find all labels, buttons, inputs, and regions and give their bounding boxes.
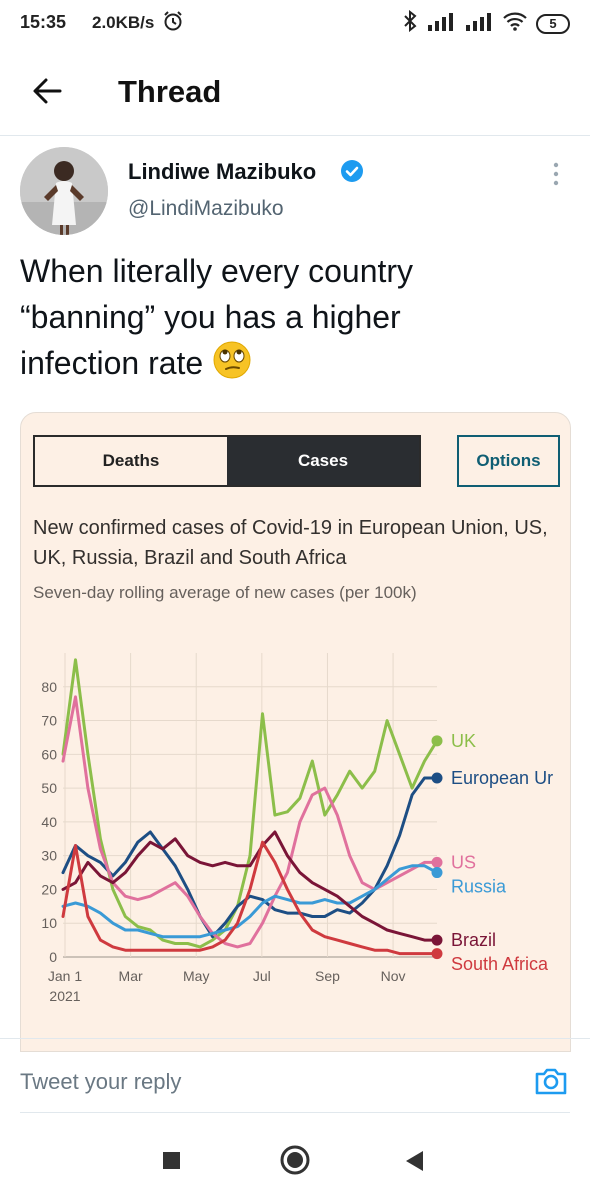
- series-label: UK: [451, 731, 476, 751]
- tab-cases[interactable]: Cases: [227, 437, 419, 485]
- battery-icon: 5: [536, 13, 570, 34]
- tweet-text: When literally every country “banning” y…: [20, 248, 570, 386]
- tweet-text-line: When literally every country: [20, 253, 414, 289]
- series-label: US: [451, 852, 476, 872]
- x-tick-label: May: [183, 968, 209, 984]
- x-tick-label: Mar: [119, 968, 143, 984]
- camera-icon[interactable]: [533, 1063, 569, 1099]
- y-tick-label: 70: [41, 713, 57, 729]
- tab-deaths[interactable]: Deaths: [35, 437, 227, 485]
- options-button[interactable]: Options: [457, 435, 560, 487]
- network-speed: 2.0KB/s: [92, 13, 155, 32]
- signal-icon-2: [464, 11, 494, 36]
- x-tick-label: Jul: [253, 968, 271, 984]
- x-tick-label: Jan 1: [48, 968, 82, 984]
- avatar[interactable]: [20, 147, 108, 235]
- wifi-icon: [502, 11, 528, 36]
- back-triangle-icon[interactable]: [403, 1149, 425, 1173]
- status-time: 15:35: [20, 12, 67, 32]
- more-options-icon[interactable]: [548, 159, 564, 189]
- x-tick-label: Sep: [315, 968, 340, 984]
- tweet-text-line: “banning” you has a higher: [20, 299, 401, 335]
- x-tick-sublabel: 2021: [49, 988, 80, 1004]
- series-label: South Africa: [451, 954, 549, 974]
- page-title: Thread: [118, 74, 222, 109]
- series-end-point: [431, 867, 443, 879]
- verified-badge-icon: [340, 159, 364, 183]
- series-label: Brazil: [451, 930, 496, 950]
- tweet-text-line-3: infection rate: [20, 340, 570, 386]
- series-line-brazil: [61, 830, 439, 942]
- home-button[interactable]: [279, 1144, 311, 1176]
- author-handle[interactable]: @LindiMazibuko: [128, 197, 284, 220]
- eye-roll-emoji-icon: [212, 340, 252, 380]
- y-tick-label: 20: [41, 881, 57, 897]
- y-tick-label: 50: [41, 780, 57, 796]
- metric-toggle: Deaths Cases: [33, 435, 421, 487]
- series-end-point: [431, 772, 443, 784]
- series-label: Russia: [451, 876, 507, 896]
- tweet-author: Lindiwe Mazibuko @LindiMazibuko: [0, 137, 590, 247]
- back-arrow-icon[interactable]: [30, 74, 64, 108]
- series-line-south-africa: [61, 840, 439, 956]
- series-end-point: [431, 856, 443, 868]
- y-tick-label: 10: [41, 915, 57, 931]
- y-tick-label: 0: [49, 949, 57, 965]
- series-label: European Ur: [451, 768, 553, 788]
- signal-icon-1: [426, 11, 456, 36]
- tweet-text-line: infection rate: [20, 345, 204, 381]
- y-tick-label: 30: [41, 848, 57, 864]
- battery-level: 5: [549, 16, 557, 31]
- chart-subtitle: Seven-day rolling average of new cases (…: [33, 583, 417, 602]
- x-tick-label: Nov: [381, 968, 406, 984]
- cases-line-chart: 0 10 20 30 40 50 60 70 80 Jan 1 Mar May Jul Sep Nov 202…: [41, 653, 553, 1004]
- system-nav-bar: [0, 1122, 590, 1200]
- y-tick-label: 80: [41, 679, 57, 695]
- series-end-point: [431, 948, 443, 960]
- alarm-icon: [162, 10, 184, 37]
- chart-title: New confirmed cases of Covid-19 in Europ…: [33, 517, 548, 569]
- recents-button[interactable]: [163, 1152, 180, 1169]
- series-end-point: [431, 735, 443, 747]
- divider: [20, 1112, 570, 1113]
- series-line-uk: [61, 658, 439, 949]
- author-name[interactable]: Lindiwe Mazibuko: [128, 159, 317, 184]
- reply-bar: Tweet your reply: [0, 1038, 590, 1122]
- y-tick-label: 60: [41, 746, 57, 762]
- chart-card[interactable]: Deaths Cases Options New confirmed cases…: [20, 412, 571, 1052]
- reply-input[interactable]: Tweet your reply: [20, 1069, 182, 1094]
- bluetooth-icon: [402, 9, 418, 37]
- series-end-point: [431, 934, 443, 946]
- thread-header: Thread: [0, 46, 590, 136]
- series-line-russia: [61, 864, 439, 939]
- status-bar: 15:35 2.0KB/s 5: [0, 0, 590, 46]
- y-tick-label: 40: [41, 814, 57, 830]
